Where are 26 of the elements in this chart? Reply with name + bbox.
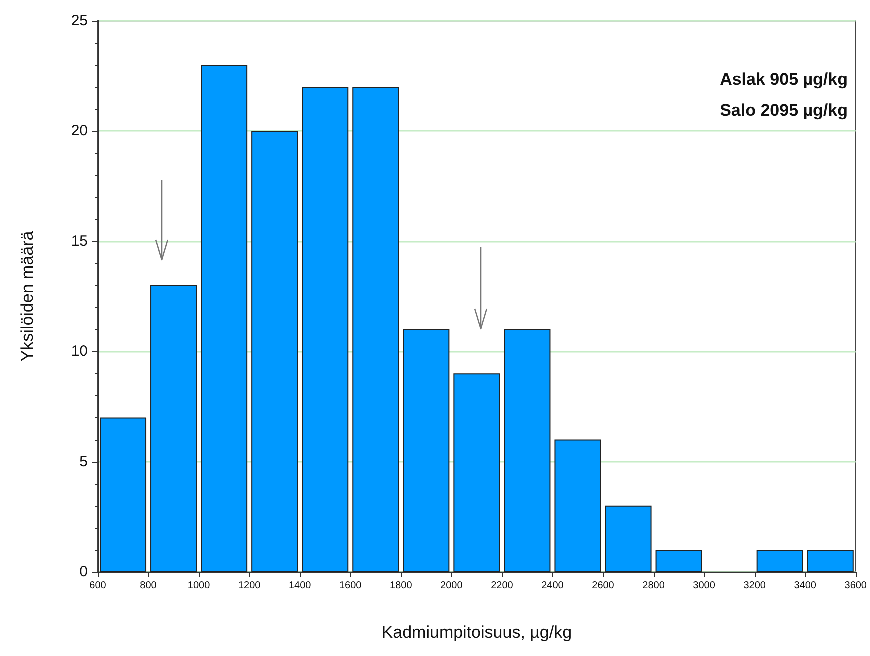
y-axis-title: Yksilöiden määrä: [18, 230, 37, 362]
x-tick-label: 2400: [542, 580, 564, 592]
x-tick-label: 600: [90, 580, 107, 592]
x-tick-label: 1600: [340, 580, 362, 592]
y-tick-label: 5: [80, 453, 88, 470]
x-tick-label: 2800: [642, 580, 666, 592]
x-tick-label: 1800: [390, 580, 413, 592]
annotation: Aslak 905 µg/kg: [720, 70, 848, 89]
x-tick-label: 2600: [592, 580, 615, 592]
x-tick-label: 3200: [744, 580, 766, 592]
y-tick-label: 0: [80, 564, 88, 580]
x-tick-label: 1000: [188, 580, 211, 592]
x-axis-title: Kadmiumpitoisuus, µg/kg: [382, 623, 572, 642]
x-tick-label: 2200: [491, 580, 514, 592]
y-tick-label: 15: [71, 232, 88, 250]
x-tick-label: 1200: [238, 580, 262, 592]
x-tick-label: 2000: [440, 580, 464, 592]
y-tick-label: 25: [71, 12, 88, 30]
x-tick-label: 3000: [693, 580, 716, 592]
annotation: Salo 2095 µg/kg: [720, 101, 848, 120]
x-tick-label: 3600: [844, 580, 868, 592]
x-tick-label: 3400: [794, 580, 817, 592]
y-tick-label: 20: [71, 122, 88, 140]
y-tick-label: 10: [71, 343, 88, 360]
x-tick-label: 800: [140, 580, 158, 592]
x-tick-label: 1400: [288, 580, 312, 592]
